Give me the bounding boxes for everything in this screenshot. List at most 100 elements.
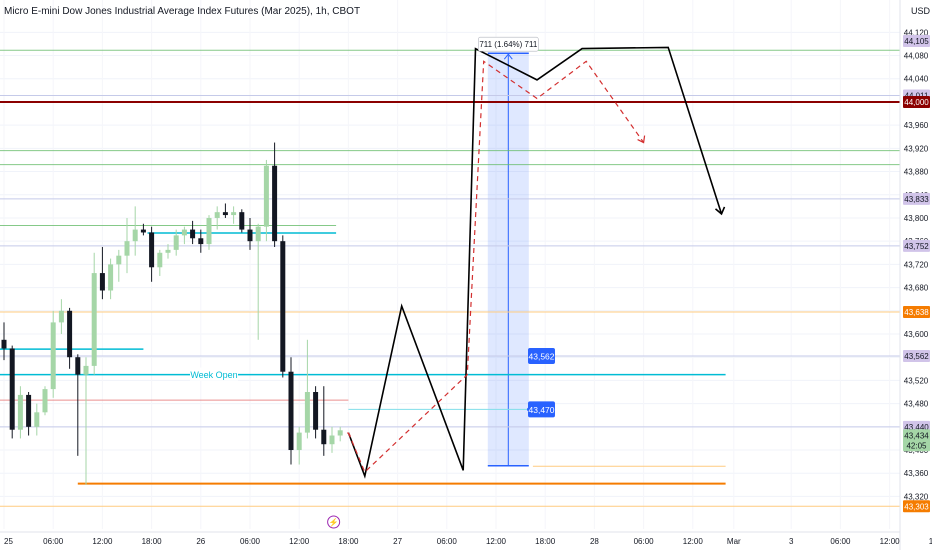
price-badge-label: 43,562 [904, 352, 929, 361]
projection-path-red [347, 60, 645, 474]
candle-body [206, 217, 212, 245]
price-badge-label: 43,303 [904, 502, 929, 511]
candle-body [157, 252, 163, 268]
price-badge [903, 35, 930, 48]
grid-layer [0, 31, 900, 497]
price-tick-label: 43,480 [904, 400, 929, 409]
candle-body [149, 232, 155, 268]
candle-body [280, 241, 286, 372]
measure-label: 711 (1.64%) 711 [479, 40, 538, 49]
price-tick-label: 44,040 [904, 75, 929, 84]
candle-body [337, 430, 343, 436]
time-tick-label: 18:00 [142, 537, 163, 546]
callout-price: 43,470 [529, 405, 555, 415]
countdown-label: 42:05 [906, 441, 927, 450]
price-tick-label: 43,320 [904, 492, 929, 501]
time-tick-label: 26 [196, 537, 205, 546]
candle-body [321, 429, 327, 445]
price-badge-label: 44,105 [904, 37, 929, 46]
time-tick-label: 12:00 [486, 537, 507, 546]
candle-body [75, 357, 81, 375]
measure-arrow-head [503, 53, 513, 60]
time-tick-label: 18:00 [929, 537, 932, 546]
candle-body [190, 229, 196, 239]
candle-body [165, 249, 171, 253]
currency-label: USD [911, 6, 931, 16]
candle-body [99, 273, 105, 291]
candle-body [181, 229, 187, 236]
price-badge [903, 305, 930, 318]
time-tick-label: 27 [393, 537, 402, 546]
candle-body [239, 212, 245, 230]
price-badge-label: 43,638 [904, 308, 929, 317]
time-tick-label: 12:00 [683, 537, 704, 546]
price-badge-label: 44,000 [904, 98, 929, 107]
candles-layer [1, 142, 343, 485]
candle-body [247, 229, 253, 242]
price-tick-label: 43,800 [904, 214, 929, 223]
projection-arrowhead-black [714, 206, 726, 216]
time-tick-label: 12:00 [880, 537, 901, 546]
annotation-layer: 711 (1.64%) 711 43,562 43,470 ⚡ [327, 36, 555, 529]
candle-body [296, 432, 302, 451]
price-tick-label: 43,680 [904, 284, 929, 293]
week-open-label-bg [190, 367, 238, 381]
candle-body [116, 255, 122, 265]
price-tick-label: 44,120 [904, 28, 929, 37]
candle-body [304, 392, 310, 433]
time-tick-label: 06:00 [634, 537, 655, 546]
candle-body [17, 394, 23, 430]
price-tick-label: 43,520 [904, 376, 929, 385]
last-price-badge [903, 429, 930, 452]
price-tick-label: 43,720 [904, 260, 929, 269]
price-tick-label: 43,880 [904, 168, 929, 177]
time-tick-label: 12:00 [289, 537, 310, 546]
chart-title: Micro E-mini Dow Jones Industrial Averag… [4, 6, 361, 17]
event-icon-glyph: ⚡ [329, 517, 339, 527]
candle-body [67, 310, 73, 358]
price-tick-label: 44,080 [904, 52, 929, 61]
candle-body [1, 339, 7, 349]
time-tick-label: 06:00 [43, 537, 64, 546]
time-tick-label: 18:00 [535, 537, 556, 546]
candle-body [108, 264, 114, 291]
candle-body [124, 241, 130, 256]
projection-arrowhead-red [637, 135, 646, 144]
price-badge-label: 43,833 [904, 195, 929, 204]
price-badge [903, 192, 930, 205]
candle-body [132, 229, 138, 242]
last-price-label: 43,434 [904, 431, 929, 440]
callout-price: 43,562 [529, 352, 555, 362]
candle-body [313, 392, 319, 430]
candle-body [9, 348, 15, 430]
candle-body [42, 389, 48, 413]
candle-body [140, 229, 146, 233]
time-tick-label: 18:00 [338, 537, 359, 546]
callout-badge [528, 401, 555, 418]
price-tick-label: 43,920 [904, 144, 929, 153]
candle-body [272, 165, 278, 242]
projection-layer [346, 46, 726, 479]
price-badge [903, 500, 930, 513]
time-tick-label: 12:00 [92, 537, 113, 546]
price-badge [903, 239, 930, 252]
time-tick-label: 06:00 [830, 537, 851, 546]
candle-body [198, 238, 204, 245]
time-tick-label: 3 [789, 537, 794, 546]
time-axis-layer: 25 06:00 12:00 18:00 26 06:00 12:00 18:00 27 06:0… [0, 531, 932, 546]
candle-body [255, 226, 261, 242]
candle-body [214, 212, 220, 218]
candle-body [83, 365, 89, 375]
candle-body [34, 412, 40, 427]
candle-body [222, 212, 228, 216]
candle-body [26, 394, 32, 427]
candle-body [58, 310, 64, 323]
price-tick-label: 43,360 [904, 469, 929, 478]
candle-body [231, 212, 237, 216]
price-badge-label: 43,440 [904, 423, 929, 432]
candle-body [288, 371, 294, 451]
candle-body [263, 165, 269, 227]
time-tick-label: Mar [727, 537, 741, 546]
